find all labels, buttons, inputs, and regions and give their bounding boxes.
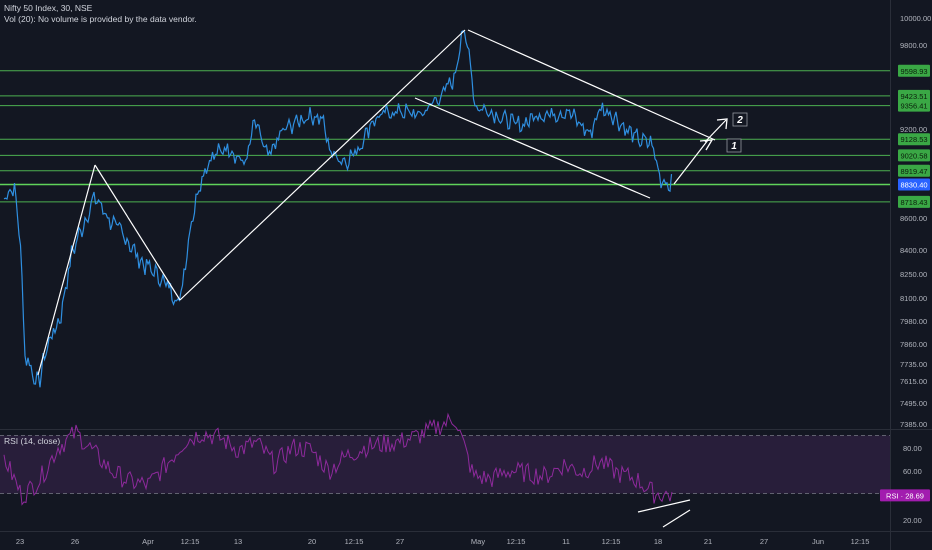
price-series-line (3, 30, 673, 388)
level-price-tag (898, 195, 930, 208)
trend-drawing-line[interactable] (673, 139, 709, 185)
rsi-value-tag-text: RSI · 28.69 (886, 491, 924, 500)
level-price-tag (898, 164, 930, 177)
time-axis-tick: 12:15 (602, 537, 621, 546)
level-price-tag (898, 149, 930, 162)
price-axis-tick: 9800.00 (900, 41, 927, 50)
level-price-tag-text: 9020.58 (900, 151, 927, 160)
trend-drawing-line[interactable] (179, 29, 466, 301)
time-axis-tick: May (471, 537, 485, 546)
level-price-tag-text: 9128.53 (900, 135, 927, 144)
time-axis-tick: 26 (71, 537, 79, 546)
time-axis-tick: 12:15 (851, 537, 870, 546)
rsi-axis-tick: 60.00 (903, 467, 922, 476)
trend-drawing-line[interactable] (637, 499, 691, 513)
price-axis-tick: 7980.00 (900, 317, 927, 326)
price-axis-tick: 7615.00 (900, 377, 927, 386)
level-price-tag (898, 133, 930, 146)
rsi-band-background (0, 435, 890, 494)
time-axis-tick: 27 (396, 537, 404, 546)
level-price-tag-text: 8718.43 (900, 198, 927, 207)
chart-legend: Nifty 50 Index, 30, NSE Vol (20): No vol… (4, 3, 197, 25)
level-price-tag-text: 9356.41 (900, 102, 927, 111)
level-price-tag-text: 8919.47 (900, 167, 927, 176)
rsi-value-tag (880, 489, 930, 502)
price-axis-tick: 9200.00 (900, 125, 927, 134)
price-axis-tick: 7385.00 (900, 420, 927, 429)
price-axis-tick: 8400.00 (900, 246, 927, 255)
level-price-tag (898, 89, 930, 102)
price-axis-tick: 7860.00 (900, 340, 927, 349)
price-axis-tick: 7495.00 (900, 399, 927, 408)
level-price-tag-text: 9423.51 (900, 92, 927, 101)
price-axis-tick: 8250.00 (900, 270, 927, 279)
time-axis-tick: 12:15 (181, 537, 200, 546)
time-axis-tick: 18 (654, 537, 662, 546)
label-box-2[interactable] (732, 112, 748, 127)
trend-drawing-line[interactable] (94, 164, 181, 301)
level-price-tag (898, 64, 930, 77)
time-axis-tick: 21 (704, 537, 712, 546)
price-axis-tick: 10000.00 (900, 14, 931, 23)
rsi-legend[interactable]: RSI (14, close) (4, 436, 61, 446)
time-axis-tick: Jun (812, 537, 824, 546)
label-box-2-text: 2 (736, 115, 743, 126)
time-axis-tick: 12:15 (507, 537, 526, 546)
projection-arrow-line[interactable] (704, 119, 727, 143)
time-axis-tick: 13 (234, 537, 242, 546)
current-price-tag-text: 8830.40 (900, 180, 927, 189)
current-price-tag (898, 178, 930, 191)
volume-note: Vol (20): No volume is provided by the d… (4, 14, 197, 24)
time-axis-tick: 23 (16, 537, 24, 546)
arrow-head-2 (716, 118, 728, 130)
rsi-axis-tick: 80.00 (903, 444, 922, 453)
trend-drawing-line[interactable] (467, 29, 716, 141)
trend-drawing-line[interactable] (37, 164, 96, 376)
price-axis-tick: 7735.00 (900, 360, 927, 369)
time-axis-tick: 27 (760, 537, 768, 546)
rsi-axis-tick: 20.00 (903, 516, 922, 525)
level-price-tag-text: 9598.93 (900, 67, 927, 76)
time-axis-tick: 20 (308, 537, 316, 546)
price-axis-tick: 8600.00 (900, 214, 927, 223)
arrow-head-1 (699, 139, 714, 151)
trend-drawing-line[interactable] (414, 97, 651, 199)
time-axis-tick: 12:15 (345, 537, 364, 546)
level-price-tag (898, 99, 930, 112)
time-axis-tick: Apr (142, 537, 154, 546)
label-box-1[interactable] (726, 138, 742, 153)
rsi-series-line (3, 412, 673, 506)
symbol-title[interactable]: Nifty 50 Index, 30, NSE (4, 3, 93, 13)
time-axis-tick: 11 (562, 537, 570, 546)
trend-drawing-line[interactable] (662, 509, 691, 528)
label-box-1-text: 1 (731, 141, 737, 152)
price-axis-tick: 8100.00 (900, 294, 927, 303)
